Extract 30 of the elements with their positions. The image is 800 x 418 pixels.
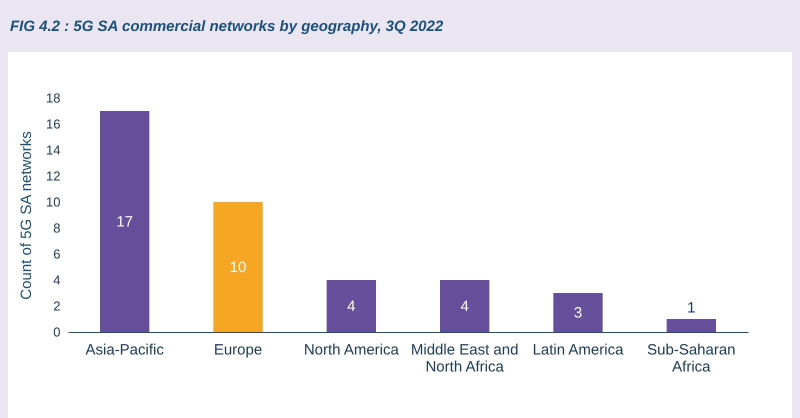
data-label: 17 [116, 214, 134, 230]
y-tick-label: 10 [46, 194, 60, 210]
y-tick-label: 16 [46, 116, 60, 132]
data-label: 4 [460, 298, 469, 315]
bar [326, 280, 376, 332]
y-tick-label: 4 [53, 272, 60, 288]
x-tick-label: Latin America [532, 342, 624, 358]
bar [100, 111, 150, 332]
x-tick-label: Europe [214, 342, 262, 358]
bar [440, 280, 490, 332]
y-tick-label: 18 [46, 90, 60, 106]
y-tick-label: 14 [46, 142, 60, 158]
x-tick-label: Sub-Saharan Africa [647, 342, 736, 376]
data-label: 3 [574, 304, 582, 322]
y-tick-label: 0 [53, 324, 60, 340]
y-tick-label: 6 [53, 246, 60, 262]
data-label: 10 [230, 259, 246, 276]
bar [213, 202, 263, 332]
y-axis-title: Count of 5G SA networks [18, 131, 36, 300]
chart-title: FIG 4.2 : 5G SA commercial networks by geography, 3Q 2022 [9, 16, 444, 36]
bar [553, 293, 603, 332]
y-tick-label: 2 [53, 298, 60, 314]
data-label: 4 [347, 298, 356, 315]
x-tick-label: Asia-Pacific [85, 342, 164, 358]
data-label: 1 [687, 299, 696, 316]
bar [666, 319, 716, 332]
y-tick-label: 12 [46, 168, 60, 184]
x-tick-label: North America [304, 342, 400, 358]
y-tick-label: 8 [53, 220, 60, 236]
x-tick-label: Middle East and North Africa [410, 342, 518, 376]
